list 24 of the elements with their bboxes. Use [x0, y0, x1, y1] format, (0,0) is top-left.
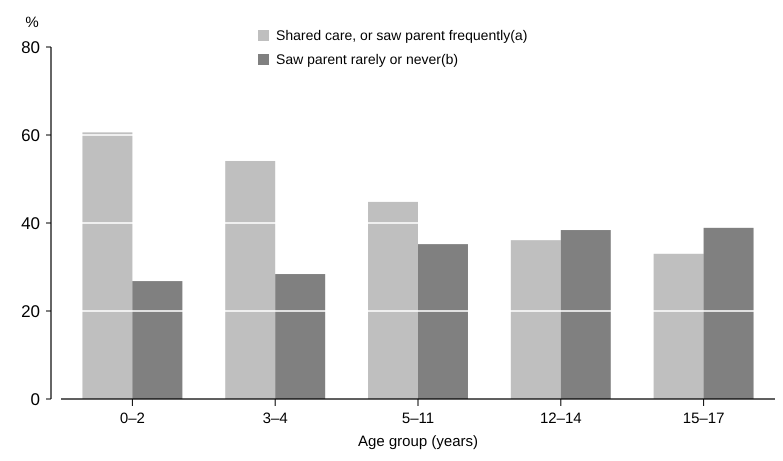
bar — [368, 202, 418, 399]
y-tick-label: 80 — [21, 38, 40, 57]
bar — [560, 230, 611, 399]
bar — [225, 160, 276, 399]
y-tick-label: 40 — [21, 214, 40, 233]
bar — [654, 254, 704, 399]
x-axis-title: Age group (years) — [358, 433, 478, 450]
legend-label: Shared care, or saw parent frequently(a) — [276, 27, 528, 43]
bar — [275, 274, 326, 399]
bar — [510, 240, 561, 399]
x-tick-label: 5–11 — [402, 410, 434, 427]
bar — [418, 244, 468, 399]
x-tick-label: 0–2 — [120, 410, 145, 427]
y-tick-label: 20 — [21, 302, 40, 321]
y-tick-label: 60 — [21, 126, 40, 145]
x-tick-label: 3–4 — [262, 410, 288, 427]
y-axis-title: % — [25, 14, 39, 31]
x-tick-label: 12–14 — [540, 410, 582, 427]
bar — [704, 228, 754, 399]
legend-label: Saw parent rarely or never(b) — [276, 51, 458, 67]
y-tick-label: 0 — [30, 390, 40, 409]
x-tick-label: 15–17 — [682, 410, 724, 427]
bar — [82, 132, 132, 399]
bar — [132, 281, 182, 399]
